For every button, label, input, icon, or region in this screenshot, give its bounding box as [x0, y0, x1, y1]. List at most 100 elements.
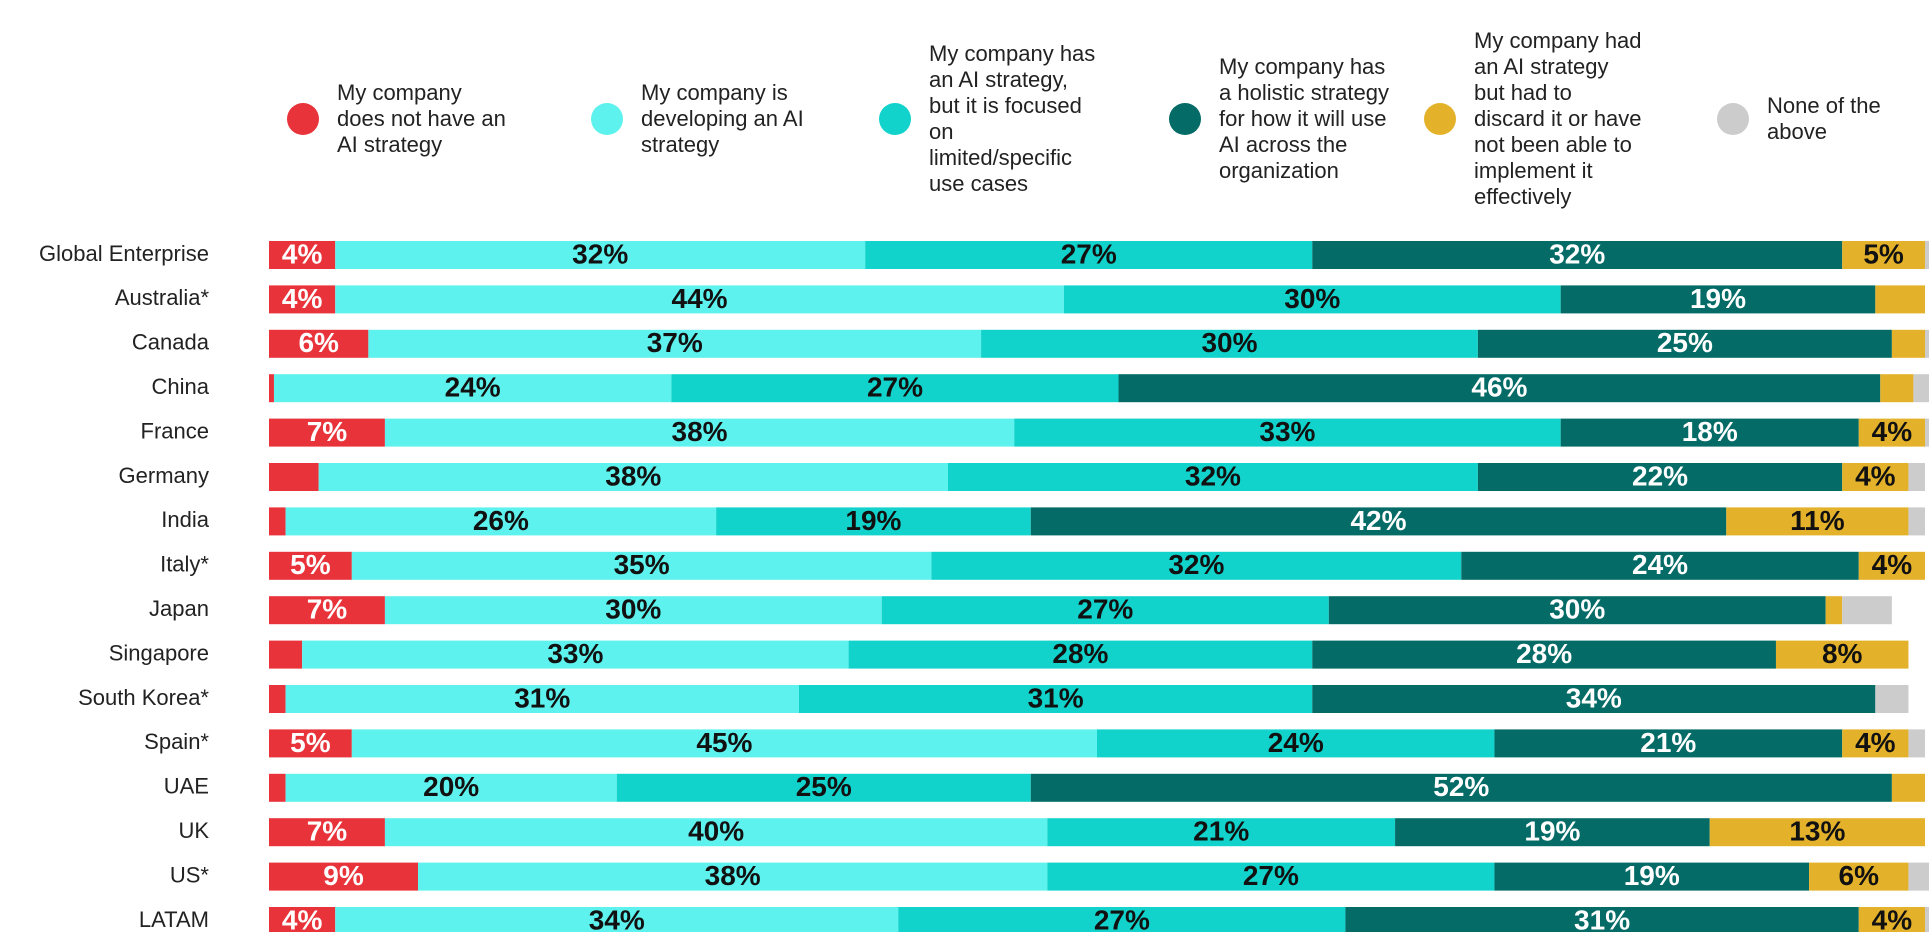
value-label: 38% — [672, 416, 728, 447]
bar-segment — [285, 685, 799, 713]
value-label: 33% — [1259, 416, 1315, 447]
legend-label: My company is developing an AI strategy — [641, 80, 804, 157]
value-label: 44% — [672, 283, 728, 314]
bar-segment — [1477, 463, 1843, 491]
value-label: 45% — [696, 727, 752, 758]
legend-label: None of the above — [1767, 93, 1881, 144]
bar-segment — [269, 551, 352, 580]
value-label: 18% — [1682, 416, 1738, 447]
value-label: 7% — [307, 594, 348, 625]
bar-segment — [418, 862, 1048, 891]
bar-segment — [1858, 551, 1925, 580]
value-label: 21% — [1193, 816, 1249, 847]
value-label: 4% — [282, 238, 323, 269]
value-label: 7% — [307, 416, 348, 447]
bar-segment — [1560, 418, 1859, 447]
bar-segment — [285, 507, 717, 536]
value-label: 26% — [473, 505, 529, 536]
value-label: 9% — [323, 860, 364, 891]
bar-segment — [1925, 241, 1929, 269]
legend-swatch — [287, 103, 319, 135]
bar-segment — [1461, 551, 1859, 580]
bar-segment — [1891, 329, 1925, 358]
bar-segment — [898, 907, 1346, 932]
bar-segment — [1925, 329, 1929, 358]
value-label: 19% — [845, 505, 901, 536]
value-label: 24% — [445, 372, 501, 403]
bar-segment — [671, 374, 1119, 403]
category-label: Singapore — [109, 640, 209, 665]
bar-segment — [1560, 285, 1876, 314]
value-label: 30% — [1549, 594, 1605, 625]
value-label: 31% — [1574, 904, 1630, 932]
value-label: 22% — [1632, 460, 1688, 491]
value-label: 28% — [1052, 638, 1108, 669]
bar-segment — [1858, 907, 1925, 932]
bar-segment — [1014, 418, 1561, 447]
bar-segment — [881, 596, 1329, 625]
value-label: 19% — [1524, 816, 1580, 847]
legend-swatch — [1424, 103, 1456, 135]
value-label: 5% — [1863, 238, 1904, 269]
bar-segment — [273, 374, 672, 403]
legend-item: My company had an AI strategy but had to… — [1424, 0, 1644, 238]
bar-segment — [1825, 596, 1843, 625]
value-label: 24% — [1268, 727, 1324, 758]
category-label: Global Enterprise — [39, 241, 209, 266]
value-label: 5% — [290, 549, 331, 580]
category-label: LATAM — [139, 907, 209, 932]
bar-segment — [1891, 773, 1925, 802]
value-label: 11% — [1790, 505, 1845, 536]
value-label: 25% — [796, 771, 852, 802]
value-label: 30% — [605, 594, 661, 625]
value-label: 37% — [647, 327, 703, 358]
value-label: 34% — [1566, 682, 1622, 713]
value-label: 4% — [282, 283, 323, 314]
bar-segment — [269, 463, 319, 491]
value-label: 31% — [1028, 682, 1084, 713]
category-label: France — [141, 418, 209, 443]
bar-segment — [269, 862, 419, 891]
bar-segment — [302, 640, 849, 669]
bar-segment — [269, 907, 336, 932]
legend-item: None of the above — [1717, 0, 1907, 238]
bar-segment — [1097, 729, 1495, 758]
value-label: 8% — [1822, 638, 1863, 669]
value-label: 20% — [423, 771, 479, 802]
bar-segment — [269, 507, 286, 536]
category-label: South Korea* — [78, 685, 209, 710]
value-label: 32% — [1168, 549, 1224, 580]
category-label: Australia* — [115, 285, 210, 310]
bar-segment — [269, 818, 385, 847]
bar-segment — [1809, 862, 1909, 891]
legend: My company does not have an AI strategy M… — [0, 0, 1929, 240]
bar-segment — [285, 773, 617, 802]
category-label: UK — [178, 818, 209, 843]
legend-item: My company does not have an AI strategy — [287, 0, 507, 238]
value-label: 6% — [1839, 860, 1880, 891]
value-label: 19% — [1624, 860, 1680, 891]
bar-segment — [1328, 596, 1826, 625]
value-label: 25% — [1657, 327, 1713, 358]
category-label: China — [152, 374, 210, 399]
legend-item: My company has an AI strategy, but it is… — [879, 0, 1099, 238]
bar-segment — [1030, 773, 1892, 802]
bar-segment — [1494, 862, 1810, 891]
legend-swatch — [879, 103, 911, 135]
bar-segment — [1047, 818, 1396, 847]
value-label: 27% — [1094, 904, 1150, 932]
category-label: Spain* — [144, 729, 209, 754]
value-label: 42% — [1350, 505, 1406, 536]
bar-segment — [1345, 907, 1859, 932]
bar-segment — [1908, 862, 1929, 891]
bar-segment — [269, 241, 336, 269]
bar-segment — [1913, 374, 1929, 403]
bar-segment — [865, 241, 1313, 269]
value-label: 7% — [307, 816, 348, 847]
value-label: 46% — [1471, 372, 1527, 403]
value-label: 19% — [1690, 283, 1746, 314]
bar-segment — [269, 729, 352, 758]
bar-segment — [1063, 285, 1561, 314]
bar-segment — [1047, 862, 1495, 891]
